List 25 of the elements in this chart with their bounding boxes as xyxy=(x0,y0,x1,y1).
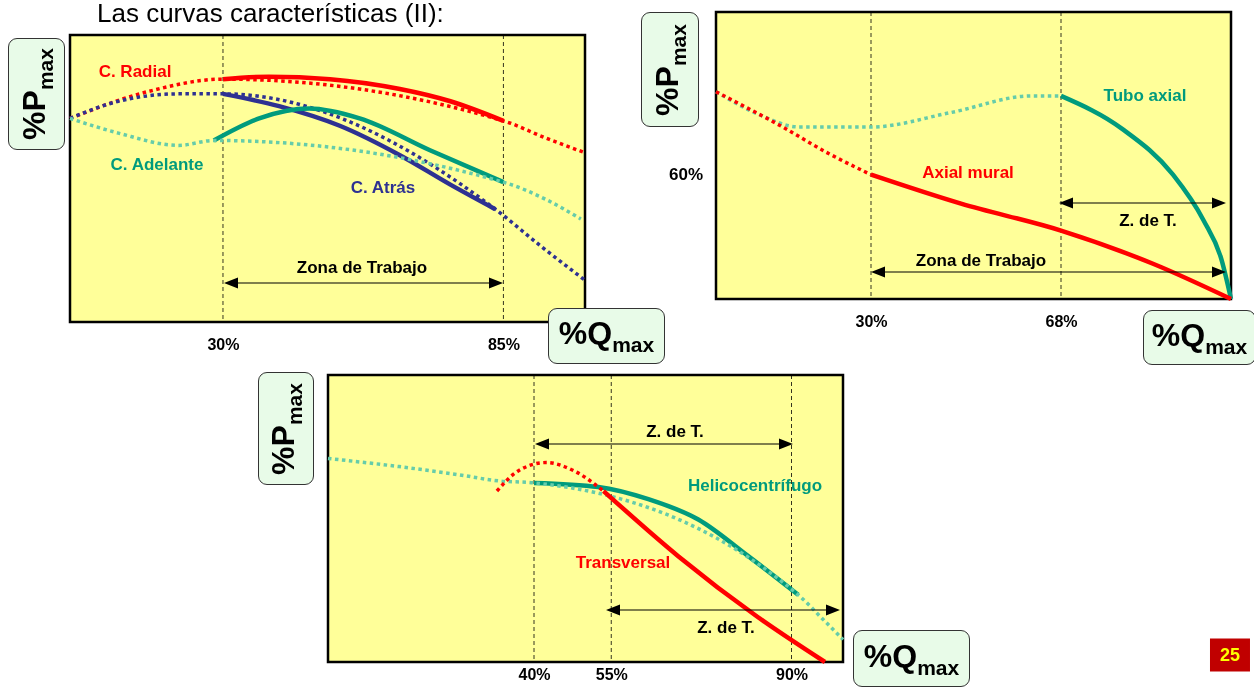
x-tick-label: 68% xyxy=(1045,312,1078,330)
text: 60% xyxy=(668,165,704,185)
x-tick-label: 55% xyxy=(595,665,628,683)
chart-title: Las curvas características (II): xyxy=(97,0,444,29)
annotation: Z. de T. xyxy=(1119,211,1177,231)
x-axis-title: %Q$_{max}$ xyxy=(863,637,960,679)
x-tick-label: 30% xyxy=(855,312,888,330)
text: 25 xyxy=(1209,638,1251,672)
x-axis-title: %Q$_{max}$ xyxy=(1151,316,1248,358)
annotation: Zona de Trabajo xyxy=(296,258,428,278)
x-tick-label: 30% xyxy=(207,335,240,353)
x-tick-label: 40% xyxy=(518,665,551,683)
series-label: Helicocentrífugo xyxy=(687,476,823,495)
text: Z. de T. xyxy=(646,422,704,442)
series-label: Transversal xyxy=(575,553,671,572)
annotation: Z. de T. xyxy=(697,618,755,638)
annotation: Zona de Trabajo xyxy=(915,251,1047,271)
text: C. Radial xyxy=(98,62,172,81)
x-tick-label: 90% xyxy=(775,665,809,683)
x-axis-title: %Q$_{max}$ xyxy=(558,315,655,356)
series-label: Tubo axial xyxy=(1103,86,1187,105)
x-tick-label: 85% xyxy=(487,335,520,353)
series-label: Axial mural xyxy=(922,163,1014,182)
series-label: C. Adelante xyxy=(110,155,204,174)
series-label: C. Atrás xyxy=(350,178,416,197)
